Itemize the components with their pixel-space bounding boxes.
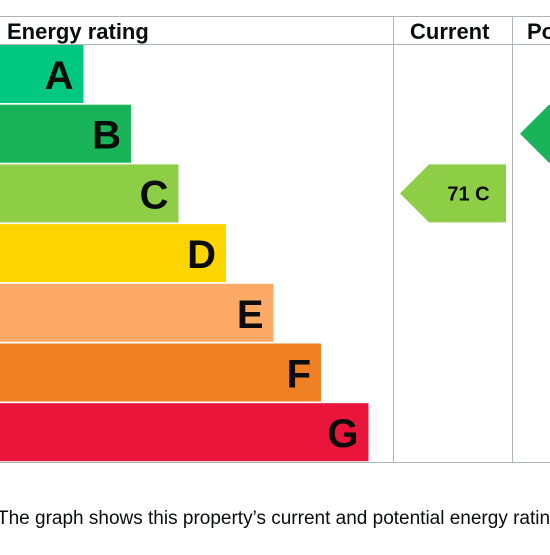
rating-band-letter-e: E (237, 293, 264, 337)
current-rating-label: 71 C (447, 183, 489, 205)
rating-band-letter-d: D (187, 233, 216, 277)
chart-caption: The graph shows this property’s current … (0, 508, 550, 529)
energy-rating-header: Energy rating (7, 19, 149, 44)
current-rating-arrow (400, 164, 506, 223)
rating-band-letter-f: F (287, 353, 311, 397)
rating-band-f (0, 343, 321, 402)
potential-rating-arrow (520, 104, 550, 163)
rating-band-c (0, 164, 179, 223)
rating-band-letter-c: C (140, 173, 169, 217)
rating-band-letter-a: A (45, 54, 74, 98)
rating-markers: 71 C (400, 104, 550, 223)
rating-band-d (0, 224, 226, 283)
current-header: Current (410, 19, 490, 44)
rating-band-a (0, 45, 84, 103)
rating-band-letter-b: B (92, 114, 121, 158)
rating-band-b (0, 104, 131, 163)
potential-header: Po (527, 19, 550, 44)
rating-band-letter-g: G (327, 412, 358, 456)
rating-band-e (0, 283, 274, 342)
rating-band-g (0, 403, 369, 462)
